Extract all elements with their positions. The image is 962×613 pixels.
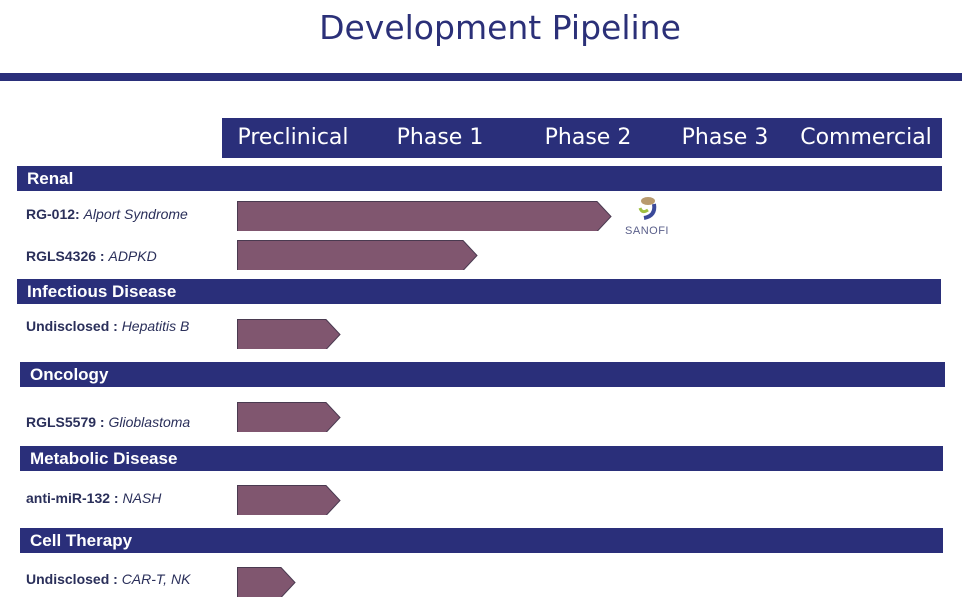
progress-arrow-shape [237,319,341,349]
program-label: Undisclosed : Hepatitis B [26,318,189,334]
program-indication: CAR-T, NK [121,571,191,587]
program-code: RG-012: [26,206,80,222]
progress-arrow [237,567,296,597]
sanofi-logo: SANOFI [622,196,672,237]
phase-commercial: Commercial [800,125,932,150]
phase-preclinical: Preclinical [237,125,349,150]
progress-arrow [237,201,612,231]
program-indication: NASH [122,490,162,506]
program-label: RGLS5579 : Glioblastoma [26,414,190,430]
section-metabolic-disease: Metabolic Disease [20,446,943,471]
program-label: Undisclosed : CAR-T, NK [26,571,190,587]
progress-arrow-shape [237,240,478,270]
phase-1: Phase 1 [396,125,484,150]
program-label: RGLS4326 : ADPKD [26,248,157,264]
program-code: Undisclosed : [26,318,118,334]
title-divider [0,73,962,81]
program-label: RG-012: Alport Syndrome [26,206,188,222]
program-indication: Glioblastoma [108,414,191,430]
progress-arrow [237,485,341,515]
progress-arrow [237,402,341,432]
progress-arrow-shape [237,567,296,597]
page-title: Development Pipeline [319,8,681,47]
program-indication: ADPKD [108,248,157,264]
progress-arrow-shape [237,485,341,515]
program-indication: Hepatitis B [121,318,190,334]
program-code: RGLS4326 : [26,248,105,264]
progress-arrow-shape [237,402,341,432]
sanofi-logo-icon [638,197,657,220]
program-code: RGLS5579 : [26,414,105,430]
program-indication: Alport Syndrome [83,206,188,222]
section-infectious-disease: Infectious Disease [17,279,941,304]
phase-header: Preclinical Phase 1 Phase 2 Phase 3 Comm… [222,118,942,158]
section-renal: Renal [17,166,942,191]
progress-arrow [237,240,478,270]
partner-name: SANOFI [625,225,669,237]
program-label: anti-miR-132 : NASH [26,490,161,506]
program-code: Undisclosed : [26,571,118,587]
phase-3: Phase 3 [681,125,769,150]
section-oncology: Oncology [20,362,945,387]
program-code: anti-miR-132 : [26,490,119,506]
progress-arrow-shape [237,201,612,231]
phase-2: Phase 2 [544,125,632,150]
progress-arrow [237,319,341,349]
section-cell-therapy: Cell Therapy [20,528,943,553]
